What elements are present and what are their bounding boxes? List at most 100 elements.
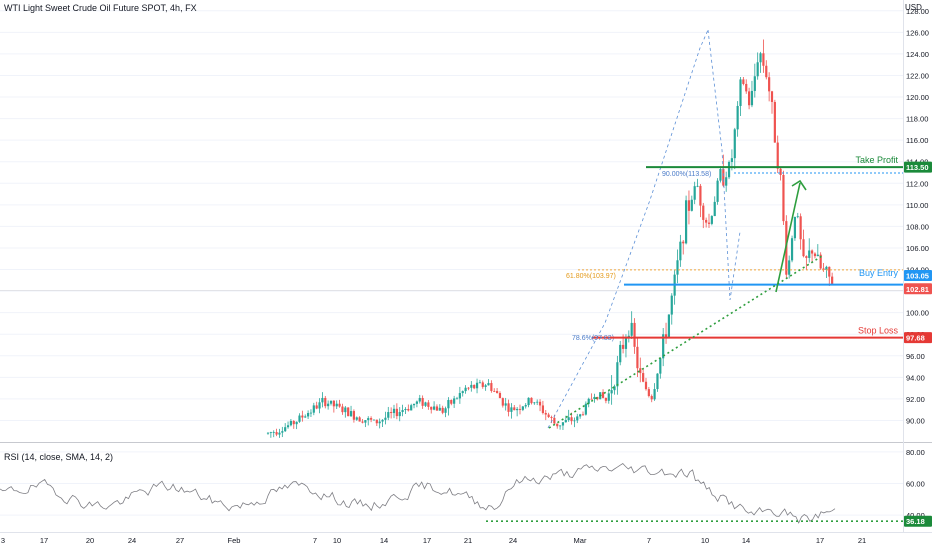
candle-body <box>753 76 756 91</box>
time-tick-label: 20 <box>86 536 94 545</box>
candle-body <box>292 421 295 425</box>
candle-body <box>318 402 321 409</box>
candle-body <box>513 407 516 411</box>
candle-body <box>493 390 496 392</box>
candle-body <box>636 346 639 369</box>
price-tick-label: 112.00 <box>906 179 928 188</box>
time-tick-label: 24 <box>509 536 517 545</box>
rsi-level-badge: 36.18 <box>906 517 925 526</box>
candle-body <box>550 417 553 418</box>
candle-body <box>693 186 696 200</box>
candle-body <box>453 398 456 404</box>
candle-body <box>759 53 762 63</box>
rsi-level-badge-bg <box>904 515 932 527</box>
candle-body <box>733 129 736 159</box>
candle-body <box>627 335 630 338</box>
candle-body <box>579 414 582 417</box>
candle-body <box>301 415 304 418</box>
candle-body <box>418 397 421 402</box>
buy-entry-badge: 103.05 <box>906 271 929 280</box>
candle-body <box>484 385 487 387</box>
candle-body <box>604 397 608 401</box>
candle-body <box>639 368 642 374</box>
candle-body <box>713 201 716 217</box>
candle-body <box>338 403 341 407</box>
time-tick-label: 14 <box>742 536 750 545</box>
candle-body <box>295 421 298 425</box>
candle-body <box>401 410 404 413</box>
rsi-title: RSI (14, close, SMA, 14, 2) <box>4 452 114 462</box>
candle-body <box>687 200 691 211</box>
candle-body <box>793 216 797 239</box>
time-tick-label: 7 <box>647 536 651 545</box>
candle-body <box>727 161 731 178</box>
candle-body <box>570 417 573 422</box>
candle-body <box>524 405 527 407</box>
candle-body <box>309 412 313 414</box>
last-price-badge-bg <box>904 283 932 295</box>
candle-body <box>487 383 490 386</box>
currency-label[interactable]: USD <box>905 3 922 12</box>
candle-body <box>381 419 384 422</box>
time-tick-label: Mar <box>574 536 587 545</box>
candle-body <box>510 407 513 412</box>
candle-body <box>533 402 536 404</box>
price-tick-label: 126.00 <box>906 28 929 37</box>
candle-body <box>667 314 671 338</box>
candle-body <box>387 412 390 418</box>
candle-body <box>361 421 364 423</box>
candle-body <box>707 222 711 224</box>
candle-body <box>650 396 653 400</box>
candle-body <box>284 427 287 432</box>
time-tick-label: 21 <box>464 536 472 545</box>
time-tick-label: Feb <box>228 536 241 545</box>
candle-body <box>553 417 556 424</box>
candle-body <box>435 406 439 411</box>
candle-body <box>412 403 416 406</box>
candle-body <box>621 344 625 349</box>
candle-body <box>730 158 734 162</box>
candle-body <box>610 390 613 394</box>
candle-body <box>441 407 444 413</box>
candle-body <box>378 421 381 424</box>
candle-body <box>567 417 570 421</box>
candle-body <box>424 402 427 406</box>
take-profit-badge-bg <box>904 161 932 173</box>
pattern-leg-up <box>547 29 709 429</box>
candle-body <box>341 406 344 413</box>
support-trendline <box>548 255 823 429</box>
time-tick-label: 17 <box>40 536 48 545</box>
candle-body <box>756 62 759 77</box>
candle-body <box>684 200 688 244</box>
candle-body <box>699 185 702 206</box>
candle-body <box>404 408 407 411</box>
candle-body <box>616 362 619 387</box>
candle-body <box>495 391 499 394</box>
candle-body <box>587 398 590 404</box>
candle-body <box>581 414 585 416</box>
candle-body <box>647 389 650 397</box>
price-tick-label: 128.00 <box>906 7 929 16</box>
candle-body <box>584 403 587 415</box>
candle-body <box>275 432 278 435</box>
candle-body <box>831 276 834 285</box>
candle-body <box>464 387 467 392</box>
take-profit-badge: 113.50 <box>906 163 929 172</box>
candle-body <box>813 253 817 257</box>
candle-body <box>776 142 779 169</box>
candle-body <box>679 241 682 261</box>
candle-body <box>702 205 705 220</box>
candle-body <box>327 403 330 407</box>
candle-body <box>455 398 459 400</box>
candle-body <box>278 432 281 435</box>
candle-body <box>410 405 413 411</box>
price-tick-label: 96.00 <box>906 352 925 361</box>
candle-body <box>352 411 356 420</box>
candlestick-series <box>266 39 834 438</box>
candle-body <box>607 393 610 401</box>
candle-body <box>825 266 828 270</box>
candle-body <box>521 406 524 410</box>
candle-body <box>541 405 545 413</box>
